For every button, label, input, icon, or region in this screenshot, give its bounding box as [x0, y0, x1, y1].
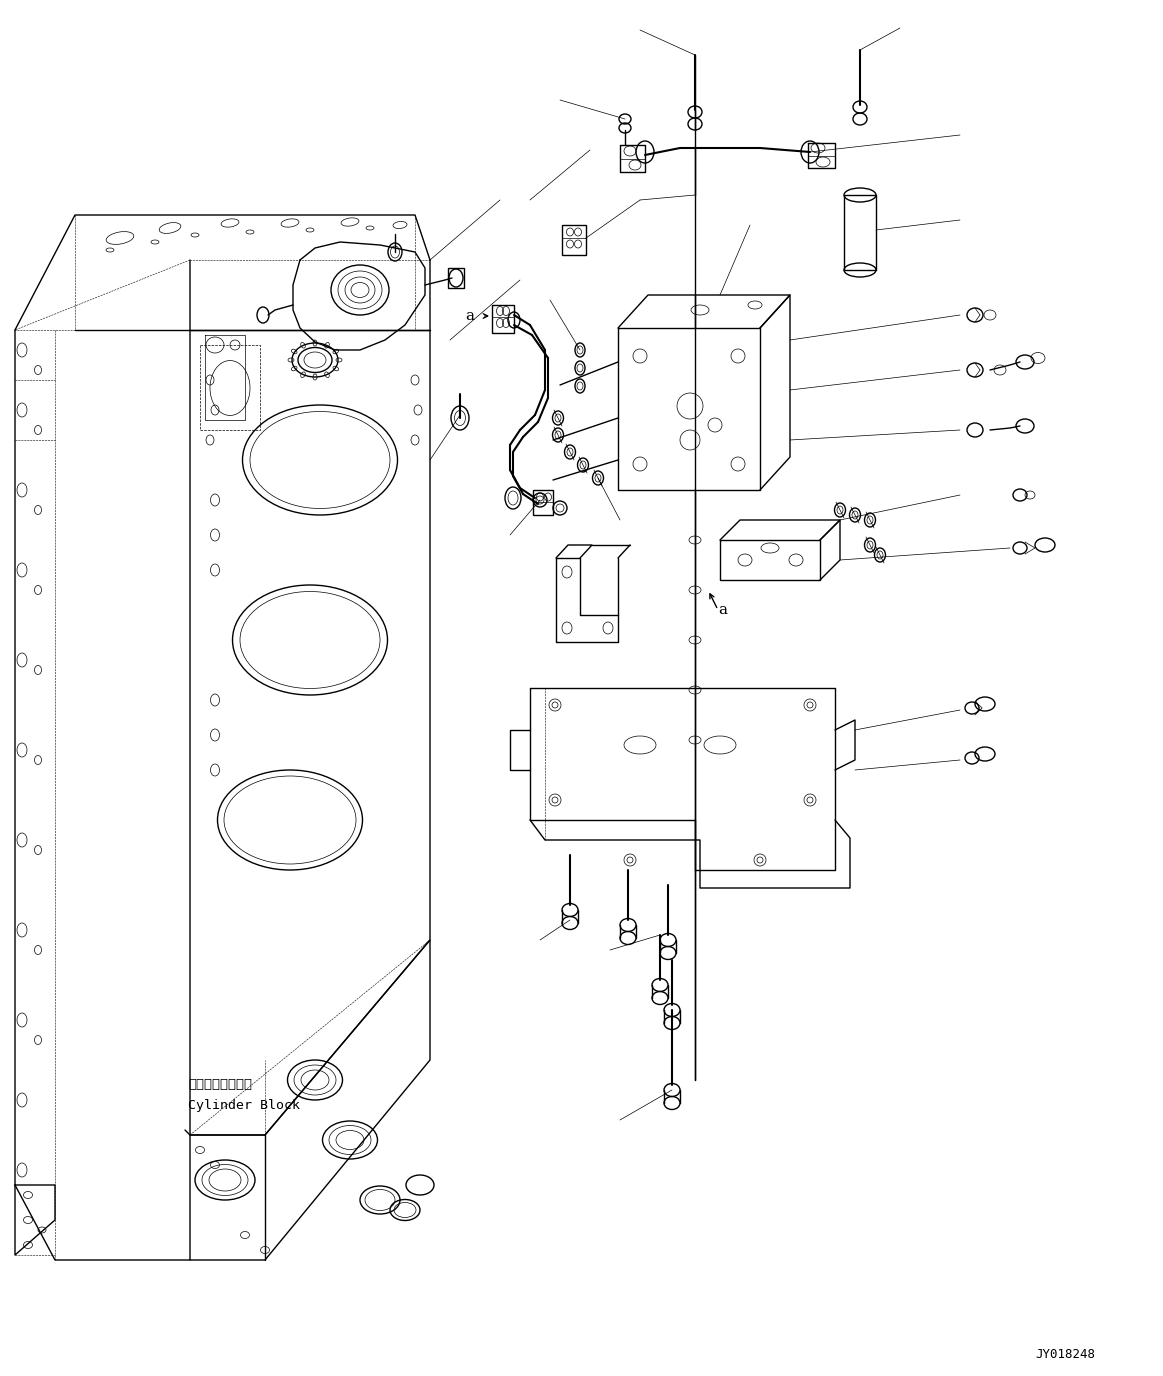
Text: JY018248: JY018248 [1035, 1348, 1096, 1361]
Bar [533, 490, 552, 515]
Text: a: a [465, 310, 475, 323]
Text: Cylinder Block: Cylinder Block [188, 1098, 300, 1112]
Bar [492, 305, 514, 333]
Text: a: a [718, 603, 727, 616]
Text: シリンダブロック: シリンダブロック [188, 1079, 252, 1091]
Bar [448, 268, 464, 288]
Bar [562, 226, 586, 255]
